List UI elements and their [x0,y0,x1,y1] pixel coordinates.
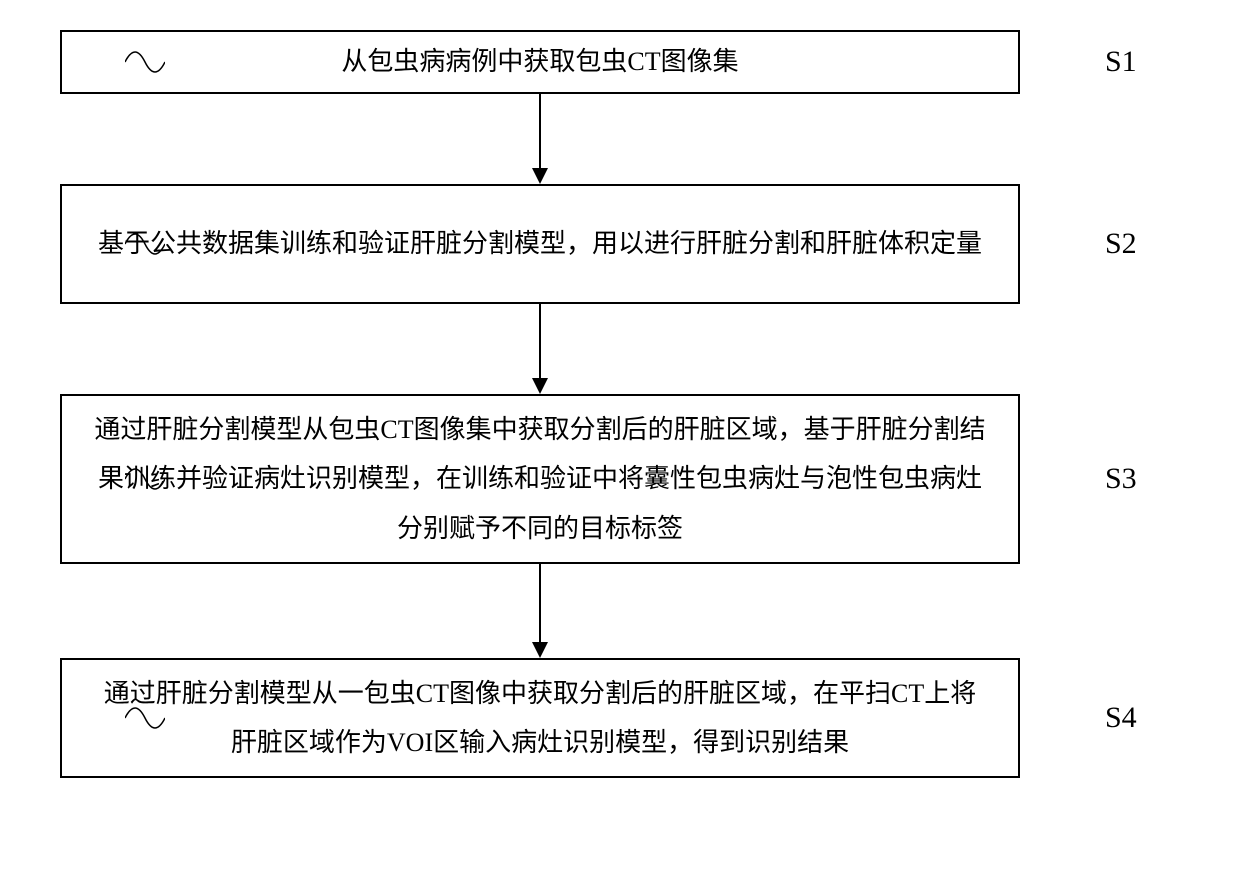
connector-line-icon [125,209,165,309]
step-box-s3: 通过肝脏分割模型从包虫CT图像集中获取分割后的肝脏区域，基于肝脏分割结果训练并验… [60,394,1020,564]
step-label: S2 [1105,227,1137,261]
flowchart-step: 从包虫病病例中获取包虫CT图像集 S1 [60,30,1180,94]
arrow-container [60,94,1020,184]
arrow-container [60,564,1020,658]
step-box-s1: 从包虫病病例中获取包虫CT图像集 [60,30,1020,94]
step-label: S4 [1105,701,1137,735]
connector-line-icon [125,683,165,783]
step-text: 通过肝脏分割模型从包虫CT图像集中获取分割后的肝脏区域，基于肝脏分割结果训练并验… [92,405,988,553]
arrow-down-icon [525,94,555,184]
step-text: 基于公共数据集训练和验证肝脏分割模型，用以进行肝脏分割和肝脏体积定量 [98,219,982,268]
step-box-s4: 通过肝脏分割模型从一包虫CT图像中获取分割后的肝脏区域，在平扫CT上将肝脏区域作… [60,658,1020,778]
step-text: 通过肝脏分割模型从一包虫CT图像中获取分割后的肝脏区域，在平扫CT上将肝脏区域作… [92,669,988,768]
step-text: 从包虫病病例中获取包虫CT图像集 [341,37,738,86]
arrow-down-icon [525,564,555,658]
flowchart-step: 通过肝脏分割模型从一包虫CT图像中获取分割后的肝脏区域，在平扫CT上将肝脏区域作… [60,658,1180,778]
step-label: S3 [1105,462,1137,496]
arrow-down-icon [525,304,555,394]
step-box-s2: 基于公共数据集训练和验证肝脏分割模型，用以进行肝脏分割和肝脏体积定量 [60,184,1020,304]
step-label: S1 [1105,45,1137,79]
flowchart-container: 从包虫病病例中获取包虫CT图像集 S1 基于公共数据集训练和验证肝脏分割模型，用… [60,30,1180,778]
flowchart-step: 基于公共数据集训练和验证肝脏分割模型，用以进行肝脏分割和肝脏体积定量 S2 [60,184,1180,304]
connector-line-icon [125,444,165,544]
flowchart-step: 通过肝脏分割模型从包虫CT图像集中获取分割后的肝脏区域，基于肝脏分割结果训练并验… [60,394,1180,564]
arrow-container [60,304,1020,394]
